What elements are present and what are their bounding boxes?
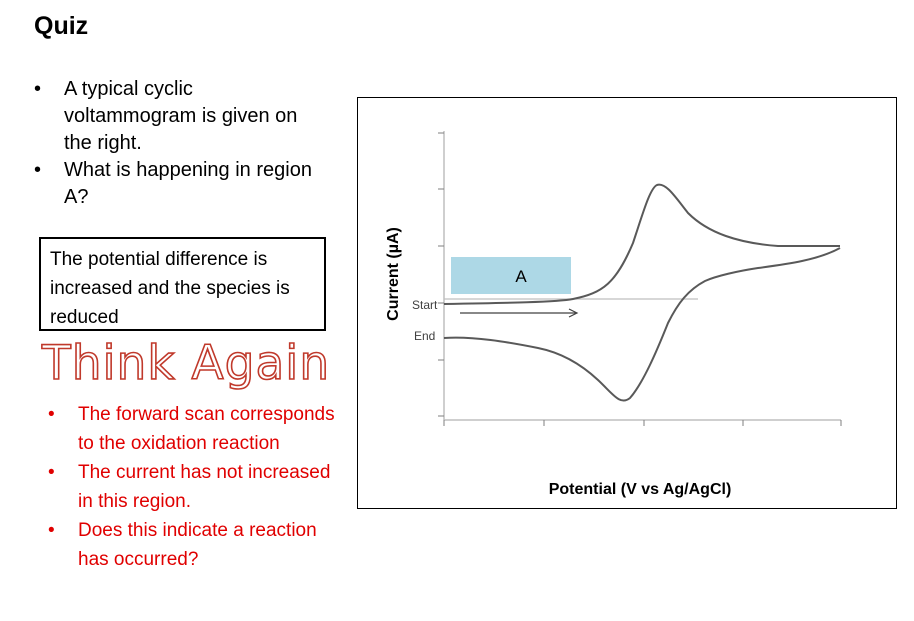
question-bullet: A typical cyclic voltammogram is given o… [34,76,324,157]
y-axis-label: Current (µA) [385,227,402,321]
hint-item: Does this indicate a reaction has occurr… [48,516,338,574]
end-label: End [414,329,435,343]
hint-item: The current has not increased in this re… [48,458,338,516]
x-ticks [443,420,842,426]
feedback-hints: The forward scan corresponds to the oxid… [48,400,338,574]
y-ticks [438,132,444,417]
arrow-head-icon [568,308,579,318]
voltammogram-svg: A Start End Potential (V vs Ag/AgCl) Cur… [385,131,842,498]
forward-scan-curve [443,183,840,305]
region-a-box [451,257,571,294]
question-bullets: A typical cyclic voltammogram is given o… [34,76,324,211]
start-label: Start [412,298,438,312]
hint-item: The forward scan corresponds to the oxid… [48,400,338,458]
reverse-scan-curve [443,247,841,402]
region-a-label: A [515,267,527,286]
selected-answer-box[interactable]: The potential difference is increased an… [39,237,326,331]
x-axis-label: Potential (V vs Ag/AgCl) [549,481,732,498]
voltammogram-chart: A Start End Potential (V vs Ag/AgCl) Cur… [357,97,897,509]
question-bullet: What is happening in region A? [34,157,324,211]
slide-title: Quiz [34,12,89,40]
feedback-title: Think Again [41,335,331,392]
